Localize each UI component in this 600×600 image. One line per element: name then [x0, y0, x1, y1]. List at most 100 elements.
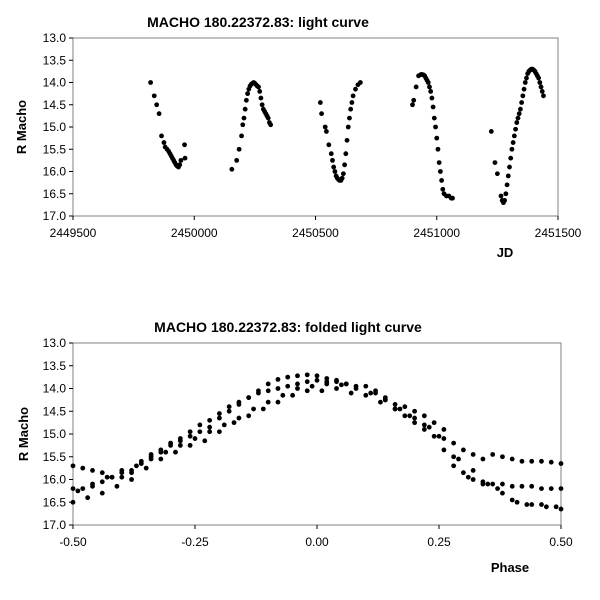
data-point	[207, 424, 213, 430]
data-point	[392, 402, 398, 407]
data-point	[104, 474, 110, 480]
data-point	[85, 495, 91, 501]
data-point	[275, 386, 281, 391]
data-point	[451, 454, 457, 460]
data-point	[231, 420, 237, 426]
data-point	[539, 486, 544, 491]
data-point	[480, 481, 486, 487]
data-point	[500, 490, 505, 496]
data-point	[490, 481, 496, 487]
data-point	[548, 486, 554, 491]
data-point	[319, 388, 325, 394]
data-point	[439, 178, 444, 183]
data-point	[295, 381, 300, 387]
chart-title: MACHO 180.22372.83: light curve	[147, 14, 369, 30]
data-point	[177, 442, 183, 448]
data-point	[558, 486, 564, 491]
data-point	[516, 111, 522, 117]
data-point	[114, 483, 120, 489]
data-point	[265, 399, 271, 405]
data-point	[495, 486, 500, 491]
data-point	[328, 151, 334, 157]
data-point	[251, 406, 256, 412]
data-point	[553, 504, 559, 510]
data-point	[324, 129, 329, 134]
data-point	[345, 124, 351, 130]
data-point	[397, 406, 403, 412]
x-tick-label: 0.50	[549, 535, 573, 549]
data-point	[412, 408, 417, 414]
data-point	[304, 372, 310, 378]
data-point	[268, 122, 274, 128]
data-point	[148, 456, 154, 462]
data-point	[339, 382, 344, 388]
data-point	[151, 93, 157, 99]
data-point	[187, 433, 193, 439]
data-point	[470, 468, 476, 473]
data-point	[392, 406, 398, 412]
x-tick-label: 2450000	[171, 226, 218, 240]
data-point	[192, 436, 198, 441]
data-point	[309, 383, 315, 389]
y-axis-label: R Macho	[16, 407, 31, 461]
data-point	[148, 80, 154, 85]
data-point	[226, 408, 232, 414]
data-point	[187, 442, 193, 448]
y-tick-label: 14.0	[43, 76, 67, 90]
data-point	[75, 488, 81, 494]
data-point	[344, 137, 350, 143]
data-point	[500, 481, 505, 487]
data-point	[260, 406, 266, 412]
y-tick-label: 13.0	[43, 31, 67, 45]
data-point	[334, 386, 339, 391]
data-point	[480, 456, 486, 462]
data-point	[80, 465, 86, 471]
data-point	[509, 146, 515, 152]
data-point	[177, 162, 183, 168]
data-point	[217, 415, 222, 421]
data-point	[350, 93, 356, 99]
data-point	[431, 115, 437, 121]
data-point	[470, 477, 476, 482]
data-point	[119, 474, 125, 480]
data-point	[450, 195, 455, 201]
data-point	[246, 395, 252, 400]
data-point	[202, 438, 208, 444]
data-point	[349, 100, 355, 105]
data-point	[437, 169, 443, 174]
data-point	[339, 175, 345, 181]
data-point	[154, 102, 160, 108]
data-point	[485, 481, 491, 487]
data-point	[413, 84, 419, 90]
data-point	[513, 126, 518, 132]
data-point	[529, 502, 535, 507]
data-point	[440, 186, 446, 192]
x-tick-label: 2451500	[535, 226, 582, 240]
data-point	[334, 379, 339, 385]
data-point	[441, 436, 447, 441]
data-point	[168, 440, 174, 446]
x-tick-label: -0.50	[59, 535, 87, 549]
data-point	[280, 392, 286, 398]
y-tick-label: 14.0	[43, 382, 67, 396]
data-point	[353, 86, 358, 92]
x-axis-label: JD	[497, 245, 514, 260]
data-point	[558, 506, 564, 512]
data-point	[236, 146, 242, 152]
data-point	[503, 191, 509, 197]
data-point	[143, 465, 149, 471]
y-tick-label: 14.5	[43, 98, 67, 112]
data-point	[537, 80, 543, 85]
data-point	[163, 449, 169, 455]
data-point	[368, 390, 374, 396]
data-point	[239, 133, 244, 139]
data-point	[109, 474, 115, 480]
data-point	[510, 140, 516, 145]
data-point	[331, 164, 337, 170]
x-tick-label: 2449500	[50, 226, 97, 240]
data-point	[500, 454, 505, 460]
data-point	[99, 470, 105, 476]
data-point	[441, 447, 447, 453]
data-point	[353, 386, 359, 391]
data-point	[431, 433, 437, 439]
